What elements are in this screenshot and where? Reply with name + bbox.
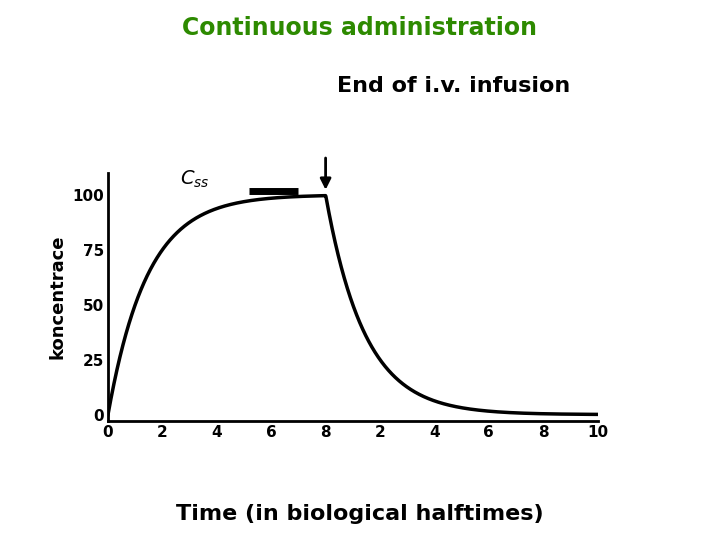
Text: Continuous administration: Continuous administration <box>182 16 538 40</box>
Text: Time (in biological halftimes): Time (in biological halftimes) <box>176 504 544 524</box>
Text: End of i.v. infusion: End of i.v. infusion <box>337 76 570 97</box>
Text: $C_{ss}$: $C_{ss}$ <box>180 168 210 190</box>
Y-axis label: koncentrace: koncentrace <box>48 235 66 359</box>
